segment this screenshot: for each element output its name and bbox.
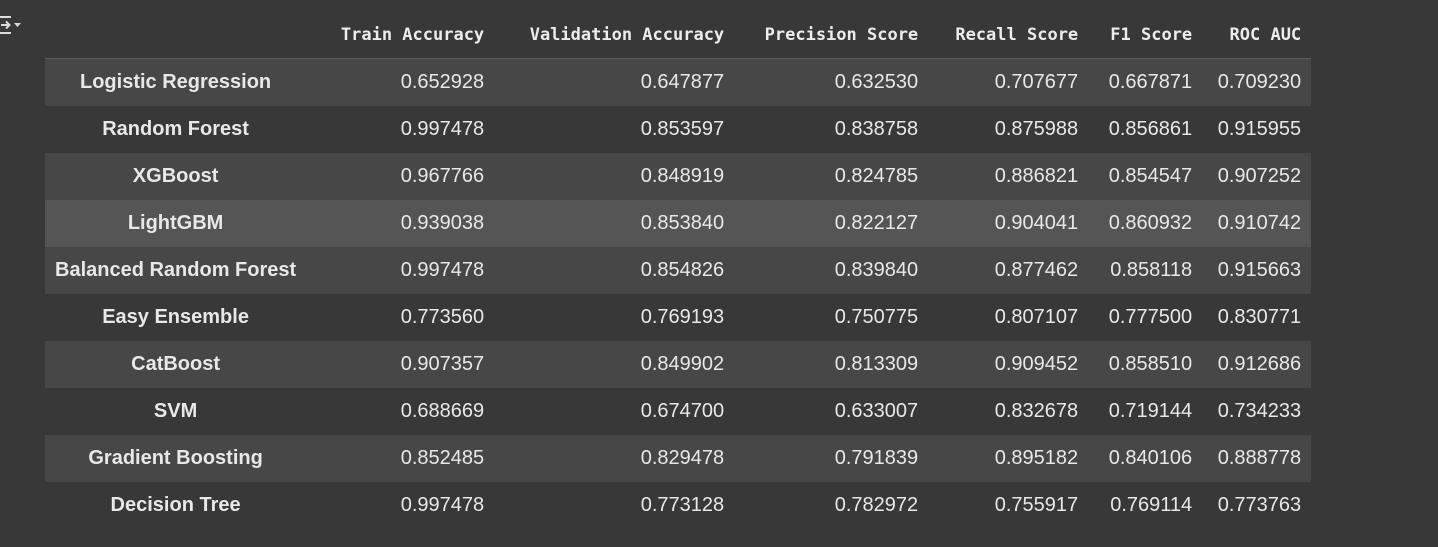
column-header-validation-accuracy: Validation Accuracy	[494, 12, 735, 59]
row-label: Logistic Regression	[80, 71, 272, 93]
table-row: Balanced Random Forest 0.997478 0.854826…	[45, 247, 1312, 294]
cell-train-accuracy: 0.773560	[400, 306, 485, 328]
index-header	[45, 12, 307, 59]
cell-precision-score: 0.782972	[834, 494, 919, 516]
cell-precision-score: 0.750775	[834, 306, 919, 328]
cell-roc-auc: 0.907252	[1217, 165, 1302, 187]
cell-precision-score: 0.813309	[834, 353, 919, 375]
cell-roc-auc: 0.915955	[1217, 118, 1302, 140]
cell-f1-score: 0.719144	[1108, 400, 1193, 422]
cell-recall-score: 0.895182	[994, 447, 1079, 469]
row-label: Easy Ensemble	[102, 306, 249, 328]
cell-train-accuracy: 0.997478	[400, 494, 485, 516]
table-row: SVM 0.688669 0.674700 0.633007 0.832678 …	[45, 388, 1312, 435]
cell-roc-auc: 0.709230	[1217, 71, 1302, 93]
cell-validation-accuracy: 0.829478	[640, 447, 725, 469]
cell-validation-accuracy: 0.674700	[640, 400, 725, 422]
column-header-f1-score: F1 Score	[1088, 12, 1203, 59]
cell-f1-score: 0.854547	[1108, 165, 1193, 187]
cell-recall-score: 0.909452	[994, 353, 1079, 375]
cell-roc-auc: 0.888778	[1217, 447, 1302, 469]
table-row: Random Forest 0.997478 0.853597 0.838758…	[45, 106, 1312, 153]
cell-recall-score: 0.904041	[994, 212, 1079, 234]
output-collapse-icon[interactable]	[0, 12, 24, 40]
cell-roc-auc: 0.912686	[1217, 353, 1302, 375]
column-header-train-accuracy: Train Accuracy	[306, 12, 495, 59]
header-row: Train Accuracy Validation Accuracy Preci…	[45, 12, 1312, 59]
cell-recall-score: 0.707677	[994, 71, 1079, 93]
cell-validation-accuracy: 0.769193	[640, 306, 725, 328]
row-label: LightGBM	[127, 212, 224, 234]
cell-f1-score: 0.858118	[1110, 259, 1193, 281]
cell-roc-auc: 0.773763	[1217, 494, 1302, 516]
column-header-precision-score: Precision Score	[734, 12, 929, 59]
cell-recall-score: 0.886821	[994, 165, 1079, 187]
cell-f1-score: 0.858510	[1108, 353, 1193, 375]
cell-validation-accuracy: 0.773128	[640, 494, 725, 516]
cell-validation-accuracy: 0.853597	[640, 118, 725, 140]
table-row: XGBoost 0.967766 0.848919 0.824785 0.886…	[45, 153, 1312, 200]
cell-recall-score: 0.807107	[994, 306, 1079, 328]
cell-precision-score: 0.791839	[834, 447, 919, 469]
table-row: Easy Ensemble 0.773560 0.769193 0.750775…	[45, 294, 1312, 341]
table-row: Logistic Regression 0.652928 0.647877 0.…	[45, 58, 1312, 106]
cell-train-accuracy: 0.907357	[400, 353, 485, 375]
cell-precision-score: 0.633007	[834, 400, 919, 422]
column-header-roc-auc: ROC AUC	[1202, 12, 1312, 59]
row-label: Balanced Random Forest	[55, 259, 297, 281]
column-header-recall-score: Recall Score	[928, 12, 1089, 59]
cell-train-accuracy: 0.997478	[400, 259, 485, 281]
cell-precision-score: 0.838758	[834, 118, 919, 140]
cell-roc-auc: 0.830771	[1217, 306, 1302, 328]
cell-roc-auc: 0.910742	[1217, 212, 1302, 234]
results-dataframe: Train Accuracy Validation Accuracy Preci…	[45, 12, 1312, 529]
cell-roc-auc: 0.734233	[1217, 400, 1302, 422]
cell-f1-score: 0.769114	[1110, 494, 1193, 516]
cell-recall-score: 0.832678	[994, 400, 1079, 422]
cell-train-accuracy: 0.997478	[400, 118, 485, 140]
cell-train-accuracy: 0.939038	[400, 212, 485, 234]
cell-precision-score: 0.632530	[834, 71, 919, 93]
cell-train-accuracy: 0.688669	[400, 400, 485, 422]
cell-validation-accuracy: 0.853840	[640, 212, 725, 234]
cell-validation-accuracy: 0.849902	[640, 353, 725, 375]
cell-f1-score: 0.856861	[1108, 118, 1193, 140]
cell-train-accuracy: 0.852485	[400, 447, 485, 469]
cell-precision-score: 0.839840	[834, 259, 919, 281]
cell-validation-accuracy: 0.848919	[640, 165, 725, 187]
table-row-hovered: LightGBM 0.939038 0.853840 0.822127 0.90…	[45, 200, 1312, 247]
cell-recall-score: 0.875988	[994, 118, 1079, 140]
cell-precision-score: 0.822127	[834, 212, 919, 234]
cell-f1-score: 0.777500	[1108, 306, 1193, 328]
cell-precision-score: 0.824785	[834, 165, 919, 187]
row-label: Random Forest	[102, 118, 249, 140]
row-label: XGBoost	[132, 165, 219, 187]
cell-f1-score: 0.840106	[1108, 447, 1193, 469]
cell-validation-accuracy: 0.647877	[640, 71, 725, 93]
row-label: Gradient Boosting	[88, 447, 263, 469]
cell-roc-auc: 0.915663	[1217, 259, 1302, 281]
row-label: CatBoost	[131, 353, 221, 375]
cell-f1-score: 0.667871	[1108, 71, 1193, 93]
table-row: CatBoost 0.907357 0.849902 0.813309 0.90…	[45, 341, 1312, 388]
cell-train-accuracy: 0.967766	[400, 165, 485, 187]
cell-recall-score: 0.755917	[994, 494, 1079, 516]
cell-recall-score: 0.877462	[994, 259, 1079, 281]
row-label: Decision Tree	[110, 494, 241, 516]
row-label: SVM	[153, 400, 198, 422]
cell-f1-score: 0.860932	[1108, 212, 1193, 234]
table-row: Decision Tree 0.997478 0.773128 0.782972…	[45, 482, 1312, 529]
cell-train-accuracy: 0.652928	[400, 71, 485, 93]
table-row: Gradient Boosting 0.852485 0.829478 0.79…	[45, 435, 1312, 482]
cell-validation-accuracy: 0.854826	[640, 259, 725, 281]
